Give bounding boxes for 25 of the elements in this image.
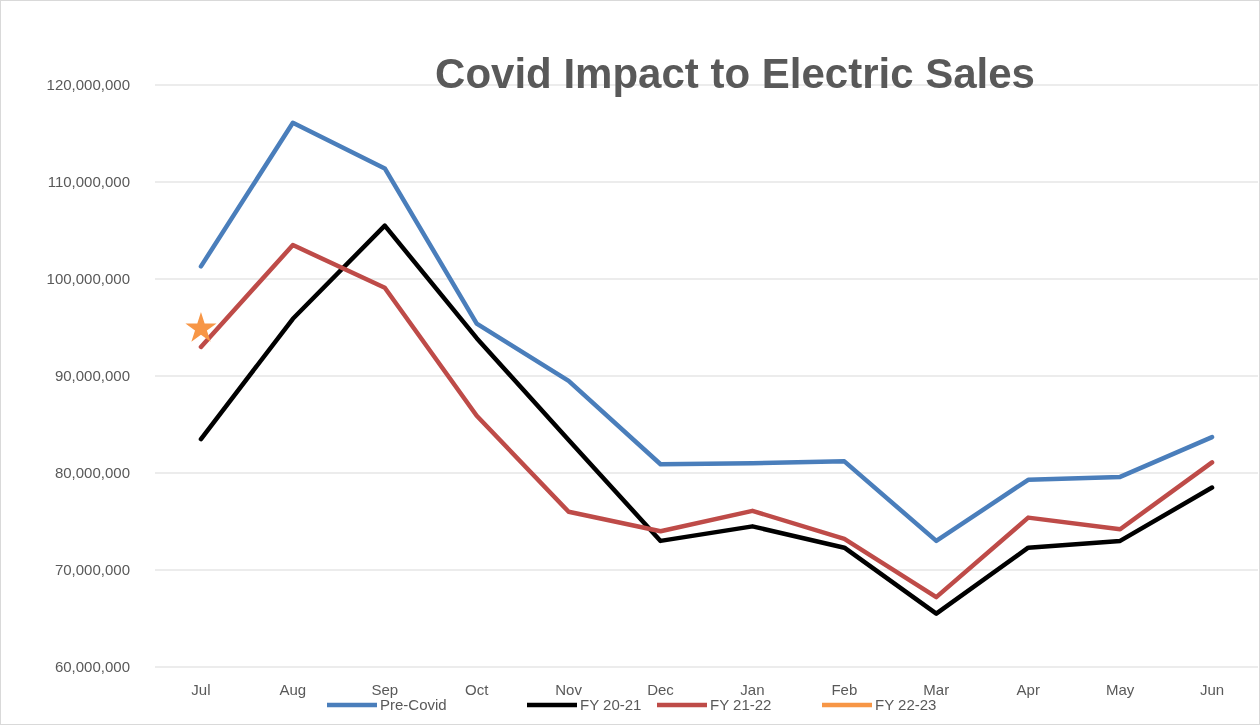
x-tick-label: Aug: [279, 681, 307, 698]
y-tick-label: 120,000,000: [46, 76, 130, 94]
legend-label: FY 21-22: [710, 696, 772, 714]
line-series: [198, 120, 1215, 544]
x-tick-label: Mar: [923, 681, 950, 698]
chart-title: Covid Impact to Electric Sales: [435, 50, 1035, 97]
x-tick-label: Jul: [191, 681, 211, 698]
x-tick-label: Nov: [555, 681, 583, 698]
legend-label: Pre-Covid: [380, 696, 447, 714]
y-tick-label: 110,000,000: [47, 173, 130, 191]
x-tick-label: May: [1105, 681, 1135, 698]
y-tick-label: 90,000,000: [54, 367, 130, 385]
legend-label: FY 22-23: [875, 696, 937, 714]
y-tick-label: 100,000,000: [46, 270, 130, 288]
y-tick-label: 80,000,000: [54, 464, 130, 482]
x-tick-label: Sep: [371, 681, 399, 698]
x-tick-label: Oct: [465, 681, 490, 698]
x-tick-label: Dec: [647, 681, 675, 698]
y-tick-label: 70,000,000: [54, 561, 130, 579]
x-tick-label: Jan: [740, 681, 765, 698]
x-tick-label: Feb: [831, 681, 858, 698]
x-tick-label: Jun: [1199, 681, 1225, 698]
x-tick-label: Apr: [1016, 681, 1040, 698]
y-tick-label: 60,000,000: [54, 658, 130, 676]
legend-label: FY 20-21: [580, 696, 642, 714]
